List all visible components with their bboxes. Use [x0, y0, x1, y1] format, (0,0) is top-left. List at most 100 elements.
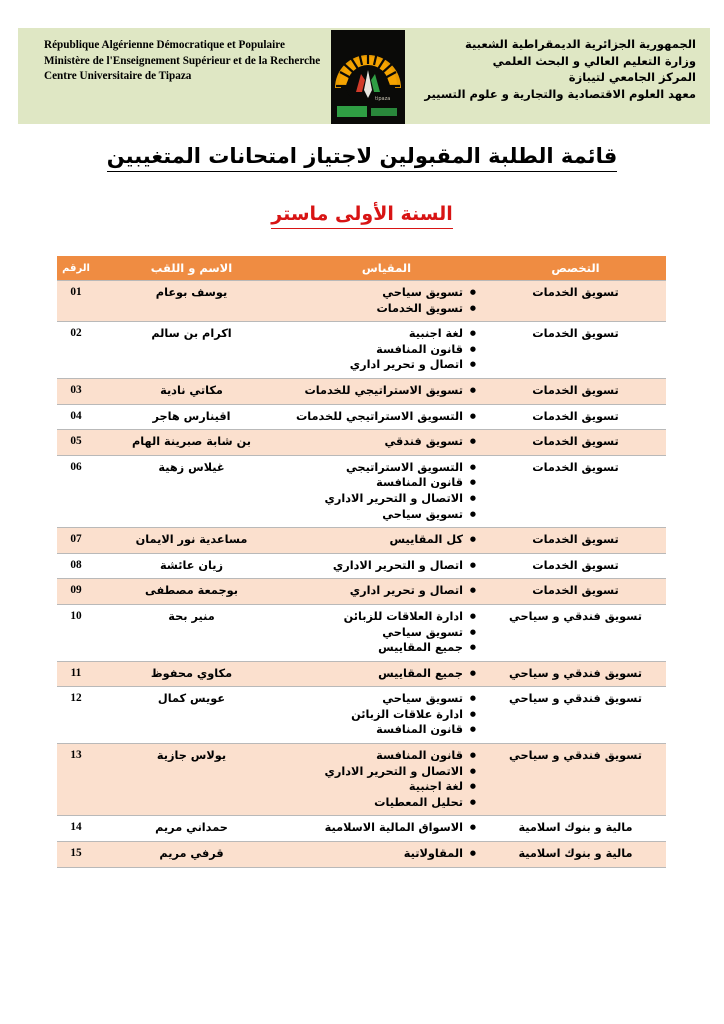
cell-student-name: غيلاس زهية [95, 454, 288, 529]
table-row: تسويق الخدمات اتصال و تحرير اداري بوجمعة م… [57, 578, 666, 605]
cell-student-name: يولاس جازية [95, 743, 288, 817]
subject-list-item: تسويق الخدمات [294, 301, 476, 317]
table-row: تسويق الخدمات تسويق الاستراتيجي للخدمات مك… [57, 377, 666, 405]
subject-list: اتصال و التحرير الاداري [294, 558, 479, 574]
table-header-row: التخصص المقياس الاسم و اللقب الرقم [57, 256, 666, 281]
header-arabic-line-1: الجمهورية الجزائرية الديمقراطية الشعبية [464, 37, 696, 51]
subject-list-item: اتصال و تحرير اداري [294, 583, 476, 599]
header-arabic-block: الجمهورية الجزائرية الديمقراطية الشعبية … [396, 36, 696, 102]
subject-list: اتصال و تحرير اداري [294, 583, 479, 599]
cell-row-number: 03 [57, 377, 95, 405]
students-table: التخصص المقياس الاسم و اللقب الرقم تسويق… [57, 256, 666, 868]
subject-list-item: اتصال و التحرير الاداري [294, 558, 476, 574]
subject-list-item: قانون المنافسة [294, 748, 476, 764]
table-row: مالية و بنوك اسلامية المقاولاتية قرفي مريم… [57, 841, 666, 868]
cell-row-number: 04 [57, 403, 95, 431]
cell-student-name: عويس كمال [95, 686, 288, 745]
cell-specialty: تسويق الخدمات [485, 552, 666, 580]
cell-specialty: مالية و بنوك اسلامية [485, 815, 666, 843]
cell-specialty: تسويق فندقي و سياحي [485, 686, 666, 745]
cell-subjects: اتصال و التحرير الاداري [288, 552, 485, 580]
cell-row-number: 10 [57, 603, 95, 662]
subject-list-item: ادارة العلاقات للزبائن [294, 609, 476, 625]
table-row: تسويق فندقي و سياحيقانون المنافسةالاتصال… [57, 743, 666, 817]
cell-row-number: 12 [57, 686, 95, 745]
subject-list-item: جميع المقاييس [294, 640, 476, 656]
cell-student-name: يوسف بوعام [95, 279, 288, 323]
cell-specialty: تسويق الخدمات [485, 321, 666, 379]
subject-list-item: ادارة علاقات الزبائن [294, 707, 476, 723]
subject-list: قانون المنافسةالاتصال و التحرير الاداريل… [294, 748, 479, 810]
subject-list: ادارة العلاقات للزبائنتسويق سياحيجميع ال… [294, 609, 479, 656]
cell-row-number: 11 [57, 660, 95, 688]
subject-list: جميع المقاييس [294, 666, 479, 682]
cell-specialty: تسويق الخدمات [485, 454, 666, 529]
cell-subjects: الاسواق المالية الاسلامية [288, 815, 485, 843]
students-table-wrapper: التخصص المقياس الاسم و اللقب الرقم تسويق… [57, 256, 666, 868]
table-row: تسويق الخدماتالتسويق الاستراتيجيقانون ال… [57, 454, 666, 529]
cell-subjects: قانون المنافسةالاتصال و التحرير الاداريل… [288, 743, 485, 817]
cell-specialty: تسويق الخدمات [485, 377, 666, 405]
cell-row-number: 01 [57, 279, 95, 323]
cell-specialty: تسويق فندقي و سياحي [485, 660, 666, 688]
subject-list: تسويق سياحيتسويق الخدمات [294, 285, 479, 316]
cell-student-name: مساعدية نور الايمان [95, 527, 288, 554]
subject-list: لغة اجنبيةقانون المنافسةاتصال و تحرير اد… [294, 326, 479, 373]
cell-subjects: اتصال و تحرير اداري [288, 578, 485, 605]
subject-list: تسويق الاستراتيجي للخدمات [294, 383, 479, 399]
cell-row-number: 09 [57, 578, 95, 605]
cell-subjects: التسويق الاستراتيجي للخدمات [288, 403, 485, 431]
header-french-line-3: Centre Universitaire de Tipaza [44, 70, 192, 82]
header-french-line-1: République Algérienne Démocratique et Po… [44, 39, 285, 51]
subject-list-item: قانون المنافسة [294, 342, 476, 358]
cell-subjects: تسويق سياحيتسويق الخدمات [288, 279, 485, 323]
subject-list-item: لغة اجنبية [294, 779, 476, 795]
header-french-block: République Algérienne Démocratique et Po… [44, 38, 344, 85]
subject-list-item: تسويق سياحي [294, 691, 476, 707]
table-header: التخصص المقياس الاسم و اللقب الرقم [57, 256, 666, 281]
cell-specialty: تسويق فندقي و سياحي [485, 603, 666, 662]
subject-list-item: الاسواق المالية الاسلامية [294, 820, 476, 836]
subject-list-item: الاتصال و التحرير الاداري [294, 491, 477, 507]
table-row: تسويق الخدمات التسويق الاستراتيجي للخدمات… [57, 403, 666, 431]
cell-subjects: لغة اجنبيةقانون المنافسةاتصال و تحرير اد… [288, 321, 485, 379]
cell-specialty: مالية و بنوك اسلامية [485, 841, 666, 868]
subject-list-item: الاتصال و التحرير الاداري [294, 764, 477, 780]
cell-student-name: زيان عائشة [95, 552, 288, 580]
table-row: تسويق الخدماتتسويق سياحيتسويق الخدماتيوس… [57, 279, 666, 323]
cell-row-number: 05 [57, 429, 95, 456]
page-title-sub-text: السنة الأولى ماستر [271, 203, 453, 229]
cell-row-number: 08 [57, 552, 95, 580]
subject-list-item: التسويق الاستراتيجي [294, 460, 476, 476]
cell-student-name: اقينارس هاجر [95, 403, 288, 431]
cell-specialty: تسويق الخدمات [485, 578, 666, 605]
cell-student-name: اكرام بن سالم [95, 321, 288, 379]
cell-specialty: تسويق فندقي و سياحي [485, 743, 666, 817]
cell-row-number: 13 [57, 743, 95, 817]
subject-list-item: كل المقاييس [294, 532, 476, 548]
cell-student-name: قرفي مريم [95, 841, 288, 868]
column-header-subject: المقياس [288, 256, 485, 281]
subject-list-item: التسويق الاستراتيجي للخدمات [294, 409, 476, 425]
table-body: تسويق الخدماتتسويق سياحيتسويق الخدماتيوس… [57, 279, 666, 868]
table-row: تسويق الخدمات اتصال و التحرير الاداري زيان… [57, 552, 666, 580]
subject-list-item: تسويق سياحي [294, 625, 476, 641]
subject-list-item: تسويق فندقي [294, 434, 476, 450]
subject-list: تسويق سياحيادارة علاقات الزبائنقانون الم… [294, 691, 479, 738]
cell-row-number: 14 [57, 815, 95, 843]
header-arabic-line-4: معهد العلوم الاقتصادية والتجارية و علوم … [424, 86, 696, 101]
header-arabic-line-2: وزارة التعليم العالي و البحث العلمي [492, 53, 696, 68]
column-header-name: الاسم و اللقب [95, 256, 288, 281]
page-title-main: قائمة الطلبة المقبولين لاجتياز امتحانات … [0, 144, 724, 172]
svg-text:tipaza: tipaza [375, 96, 390, 102]
cell-student-name: مكاتي نادية [95, 377, 288, 405]
cell-specialty: تسويق الخدمات [485, 429, 666, 456]
cell-student-name: بوجمعة مصطفى [95, 578, 288, 605]
subject-list-item: تسويق سياحي [294, 507, 476, 523]
table-row: تسويق فندقي و سياحي جميع المقاييس مكاوي مح… [57, 660, 666, 688]
subject-list: الاسواق المالية الاسلامية [294, 820, 479, 836]
subject-list-item: المقاولاتية [294, 846, 476, 862]
subject-list: التسويق الاستراتيجيقانون المنافسةالاتصال… [294, 460, 479, 522]
university-logo-icon: tipaza [331, 30, 405, 124]
cell-student-name: بن شابة صبرينة الهام [95, 429, 288, 456]
